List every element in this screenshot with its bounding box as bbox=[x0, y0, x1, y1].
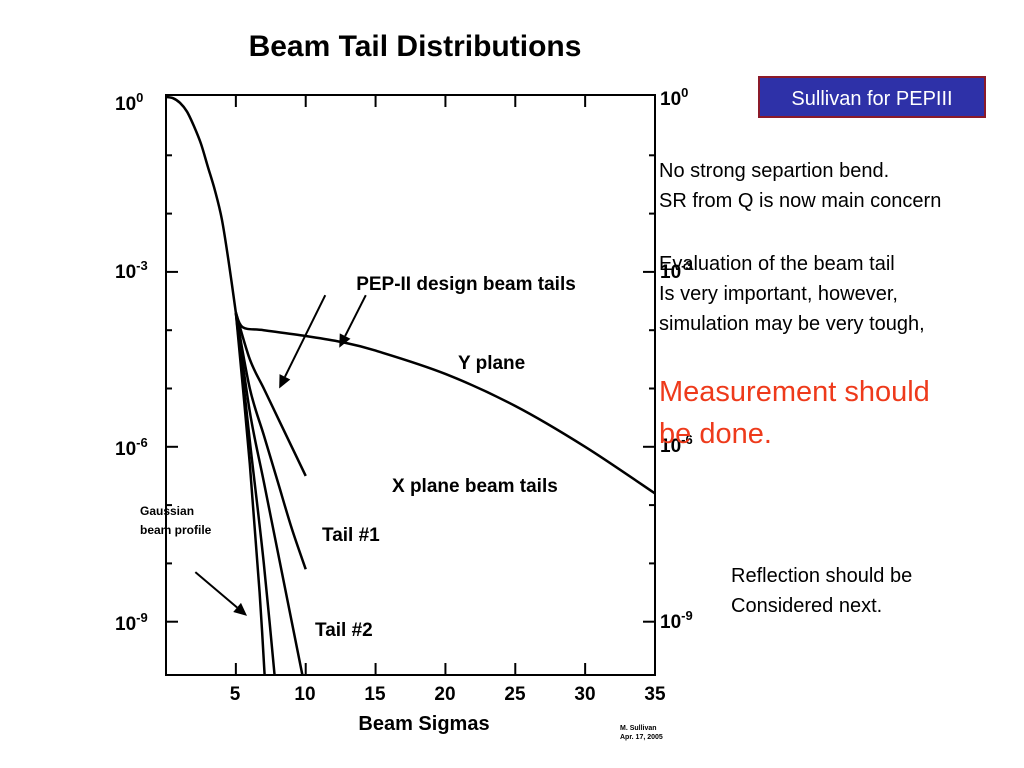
y-tick-label-right-9: 10-9 bbox=[660, 608, 693, 633]
svg-text:10-6: 10-6 bbox=[660, 432, 693, 457]
svg-text:100: 100 bbox=[115, 90, 143, 115]
note-line-3: Evaluation of the beam tail bbox=[659, 253, 895, 275]
x-tick-label-10: 10 bbox=[294, 684, 315, 705]
annotation-arrows bbox=[194, 294, 367, 616]
credit-author: M. Sullivan bbox=[620, 725, 657, 732]
curve-x-tail-1 bbox=[234, 312, 307, 570]
note-line-2: SR from Q is now main concern bbox=[659, 190, 942, 212]
measurement-note-2: be done. bbox=[659, 418, 772, 450]
y-tick-label-left-9: 10-9 bbox=[115, 610, 148, 635]
note-line-5: simulation may be very tough, bbox=[659, 313, 925, 335]
svg-text:10-9: 10-9 bbox=[115, 610, 148, 635]
pep-arrow-2-head bbox=[339, 333, 351, 348]
pep-arrow-1-shaft bbox=[284, 294, 327, 378]
gauss-arrow-shaft bbox=[194, 571, 238, 609]
annotation-gaussian-2: beam profile bbox=[140, 523, 212, 537]
curve-gaussian bbox=[234, 312, 266, 675]
annotation-tail1: Tail #1 bbox=[322, 525, 380, 546]
y-tick-label-right-3: 10-3 bbox=[660, 258, 693, 283]
y-tick-label-right-0: 100 bbox=[660, 85, 688, 110]
note-line-4: Is very important, however, bbox=[659, 283, 898, 305]
svg-text:10-9: 10-9 bbox=[660, 608, 693, 633]
y-tick-label-left-0: 100 bbox=[115, 90, 143, 115]
distribution-curves bbox=[166, 95, 655, 675]
axis-ticks bbox=[166, 95, 655, 675]
pep-arrow-2-shaft bbox=[344, 294, 367, 337]
curve-core bbox=[166, 95, 238, 313]
annotation-gaussian-1: Gaussian bbox=[140, 504, 194, 518]
svg-text:10-3: 10-3 bbox=[115, 258, 148, 283]
curve-x-tail-2 bbox=[234, 312, 304, 675]
x-tick-label-30: 30 bbox=[574, 684, 595, 705]
pep-arrow-1-head bbox=[279, 374, 291, 389]
annotation-yplane: Y plane bbox=[458, 353, 525, 374]
svg-text:10-6: 10-6 bbox=[115, 435, 148, 460]
reflection-note-1: Reflection should be bbox=[731, 565, 913, 587]
annotation-xplane: X plane beam tails bbox=[392, 476, 558, 497]
x-tick-label-15: 15 bbox=[364, 684, 386, 705]
svg-text:100: 100 bbox=[660, 85, 688, 110]
curve-y-plane bbox=[234, 312, 655, 495]
y-tick-label-left-6: 10-6 bbox=[115, 435, 148, 460]
annotation-tail2: Tail #2 bbox=[315, 620, 373, 641]
page-title: Beam Tail Distributions bbox=[248, 30, 582, 63]
credit-date: Apr. 17, 2005 bbox=[620, 734, 663, 741]
x-axis-label: Beam Sigmas bbox=[358, 713, 489, 735]
x-tick-label-20: 20 bbox=[434, 684, 455, 705]
x-tick-label-35: 35 bbox=[644, 684, 666, 705]
y-tick-label-left-3: 10-3 bbox=[115, 258, 148, 283]
measurement-note-1: Measurement should bbox=[659, 376, 930, 408]
svg-text:10-3: 10-3 bbox=[660, 258, 693, 283]
plot-frame bbox=[165, 94, 656, 676]
x-tick-label-25: 25 bbox=[504, 684, 526, 705]
note-line-1: No strong separtion bend. bbox=[659, 160, 890, 182]
y-tick-label-right-6: 10-6 bbox=[660, 432, 693, 457]
annotation-pep: PEP-II design beam tails bbox=[356, 274, 576, 295]
author-badge: Sullivan for PEPIII bbox=[758, 76, 986, 118]
curve-x-tail-upper bbox=[234, 312, 307, 477]
gauss-arrow-head bbox=[233, 602, 248, 616]
x-tick-label-5: 5 bbox=[230, 684, 241, 705]
reflection-note-2: Considered next. bbox=[731, 595, 883, 617]
